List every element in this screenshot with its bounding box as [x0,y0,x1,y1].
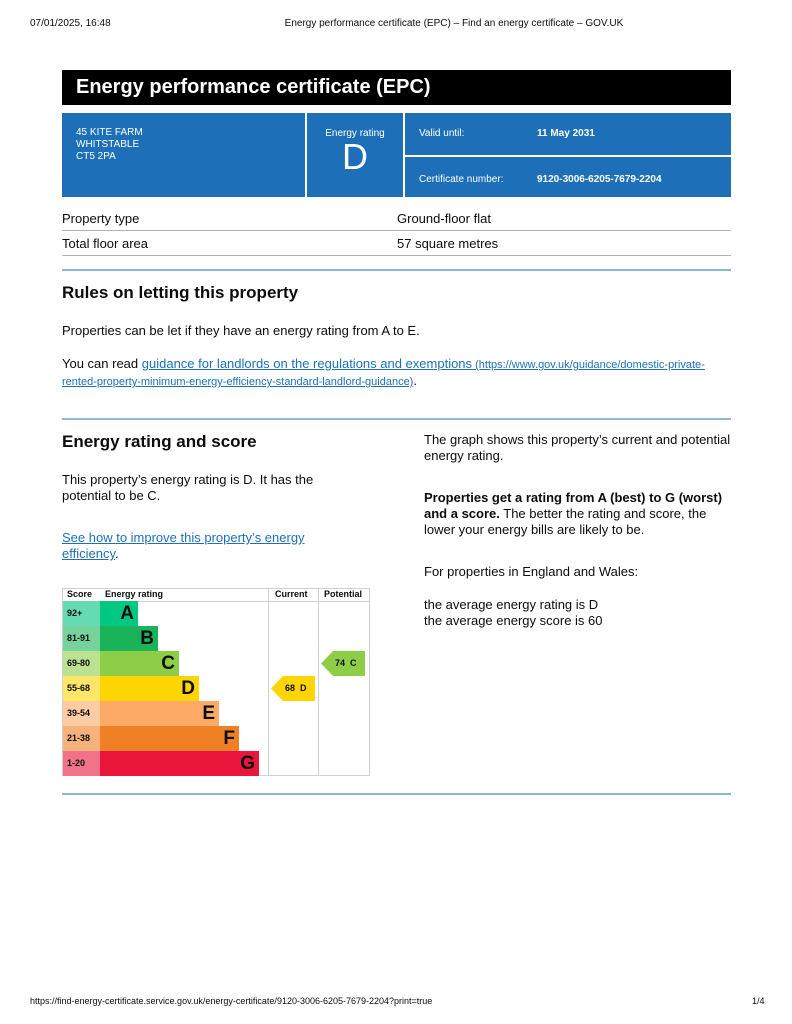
section-rule [62,418,731,420]
rules-text: Properties can be let if they have an en… [62,323,420,338]
energy-rating-chart: Score Energy rating Current Potential 92… [62,588,370,776]
rating-explanation: Properties get a rating from A (best) to… [424,490,734,538]
energy-rating-box: Energy rating D [307,113,403,197]
current-rating-arrow: 68 D [271,676,315,701]
band-bar-G: G [100,751,259,776]
band-bar-D: D [100,676,199,701]
improve-efficiency-link[interactable]: See how to improve this property’s energ… [62,530,305,561]
print-datetime: 07/01/2025, 16:48 [30,18,111,29]
improve-link-wrap: See how to improve this property’s energ… [62,530,332,562]
header-energy-rating: Energy rating [105,589,164,599]
section-rule [62,269,731,271]
certificate-number: Certificate number: 9120-3006-6205-7679-… [405,157,731,197]
graph-explanation: The graph shows this property’s current … [424,432,731,463]
divider [318,589,319,775]
address-line: CT5 2PA [76,151,116,162]
property-type-label: Property type [62,211,140,226]
divider [268,589,269,775]
band-bar-B: B [100,626,158,651]
certificate-number-label: Certificate number: [419,174,504,185]
page-title: Energy performance certificate (EPC) [62,70,731,105]
floor-area-label: Total floor area [62,236,148,251]
band-score-C: 69-80 [63,651,100,676]
band-score-A: 92+ [63,601,100,626]
energy-rating-heading: Energy rating and score [62,432,257,451]
header-potential: Potential [324,589,363,599]
print-page-number: 1/4 [752,996,765,1006]
address: 45 KITE FARM WHITSTABLE CT5 2PA [62,113,305,197]
landlord-guidance-link[interactable]: guidance for landlords on the regulation… [141,356,473,371]
band-score-D: 55-68 [63,676,100,701]
text: You can read [62,356,142,371]
certificate-number-value: 9120-3006-6205-7679-2204 [537,174,662,185]
bold-text: Properties get a rating from A (best) to… [424,490,723,521]
band-score-E: 39-54 [63,701,100,726]
band-bar-C: C [100,651,179,676]
divider [63,601,369,602]
text: . [115,546,119,561]
band-score-B: 81-91 [63,626,100,651]
valid-until-value: 11 May 2031 [537,128,595,139]
energy-rating-label: Energy rating [325,128,385,139]
energy-rating-letter: D [342,136,368,177]
landlord-guidance-url[interactable]: (https://www.gov.uk/guidance/domestic-pr… [62,359,705,388]
band-bar-F: F [100,726,239,751]
section-rule [62,793,731,795]
text: The better the rating and score, the low… [424,506,707,537]
print-url: https://find-energy-certificate.service.… [30,996,433,1006]
potential-rating-arrow: 74 C [321,651,365,676]
band-score-F: 21-38 [63,726,100,751]
average-rating: the average energy rating is D [424,597,599,612]
rules-guidance: You can read guidance for landlords on t… [62,356,722,390]
rating-text: This property’s energy rating is D. It h… [62,472,314,503]
band-score-G: 1-20 [63,751,100,776]
print-page-title: Energy performance certificate (EPC) – F… [284,18,624,29]
divider [62,230,731,231]
text: . [413,373,417,388]
valid-until-label: Valid until: [419,128,465,139]
valid-until: Valid until: 11 May 2031 [405,113,731,155]
property-type-value: Ground-floor flat [397,211,491,226]
floor-area-value: 57 square metres [397,236,499,251]
address-line: WHITSTABLE [76,139,140,150]
average-score: the average energy score is 60 [424,613,603,628]
band-bar-A: A [100,601,138,626]
header-current: Current [275,589,308,599]
divider [62,255,731,256]
address-line: 45 KITE FARM [76,127,143,138]
england-wales-text: For properties in England and Wales: [424,564,639,579]
header-score: Score [67,589,93,599]
rules-heading: Rules on letting this property [62,283,299,302]
band-bar-E: E [100,701,219,726]
